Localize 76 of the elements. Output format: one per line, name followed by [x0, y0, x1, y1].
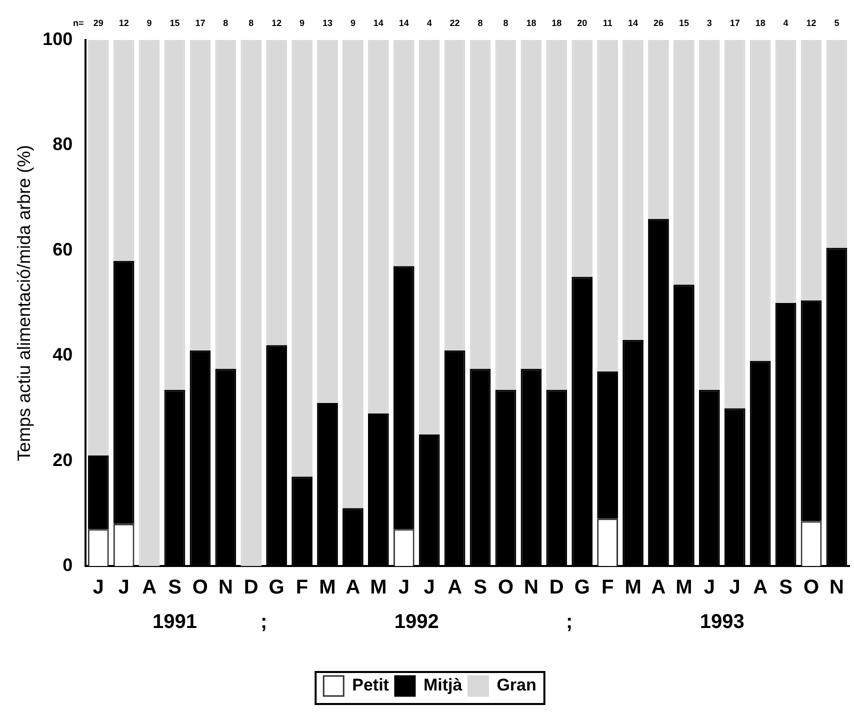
text: 12	[118, 18, 129, 28]
text: 1991	[152, 611, 197, 633]
text: 8	[478, 18, 483, 28]
x-tick-label: G	[574, 576, 590, 599]
text: 15	[170, 18, 180, 28]
text: 20	[577, 18, 588, 28]
text: 29	[93, 18, 104, 28]
y-tick-label: 100	[42, 28, 73, 49]
x-tick-label: O	[498, 576, 514, 599]
x-tick-label: F	[296, 576, 308, 599]
text: 18	[552, 18, 562, 28]
text: 8	[223, 18, 228, 28]
text: 1993	[700, 611, 744, 633]
text: 8	[503, 18, 508, 28]
x-tick-label: A	[448, 576, 462, 599]
text: 17	[195, 18, 206, 28]
text: 18	[526, 18, 536, 28]
x-tick-label: N	[829, 576, 844, 599]
x-tick-label: N	[218, 576, 233, 599]
y-tick-label: 0	[62, 554, 73, 575]
x-tick-label: J	[398, 576, 410, 599]
text: 14	[373, 18, 384, 28]
x-tick-label: A	[346, 576, 360, 599]
x-tick-label: J	[424, 576, 435, 599]
text: 14	[628, 18, 638, 28]
legend-label: Mitjà	[423, 676, 463, 695]
text: 14	[398, 18, 409, 28]
x-tick-label: D	[549, 576, 564, 599]
text: 17	[730, 18, 740, 28]
text: n=	[72, 18, 84, 28]
legend-label: Petit	[352, 676, 390, 695]
x-tick-label: O	[803, 576, 820, 599]
x-tick-label: M	[624, 576, 642, 599]
text: 5	[834, 18, 840, 28]
text: 11	[602, 18, 612, 28]
x-tick-label: F	[601, 576, 614, 599]
text: 9	[146, 18, 152, 28]
text: 12	[272, 18, 282, 28]
x-tick-label: J	[92, 576, 104, 599]
text: ;	[566, 611, 573, 633]
text: 9	[300, 18, 305, 28]
x-tick-label: N	[524, 576, 538, 599]
x-tick-label: S	[779, 576, 792, 599]
y-tick-label: 20	[52, 450, 73, 470]
text: 22	[450, 18, 460, 28]
y-tick-label: 60	[52, 239, 73, 260]
x-tick-label: M	[370, 576, 387, 599]
text: 15	[678, 18, 689, 28]
y-tick-label: 40	[52, 344, 73, 365]
text: 18	[755, 18, 766, 28]
x-tick-label: G	[268, 576, 284, 599]
x-tick-label: M	[319, 576, 336, 599]
x-tick-label: A	[651, 576, 666, 599]
x-tick-label: M	[676, 576, 692, 599]
text: 26	[653, 18, 664, 28]
y-tick-label: 80	[52, 134, 73, 154]
y-axis-title: Temps actiu alimentació/mida arbre (%)	[14, 144, 34, 462]
text: 1992	[394, 611, 439, 633]
text: 9	[350, 18, 356, 28]
x-tick-label: A	[753, 576, 768, 599]
x-tick-label: J	[729, 576, 740, 599]
legend-label: Gran	[496, 676, 536, 695]
x-tick-label: D	[244, 576, 258, 599]
text: 4	[426, 18, 432, 28]
text: 8	[248, 18, 254, 28]
text: 13	[322, 18, 333, 28]
text: 3	[706, 18, 712, 28]
x-tick-label: A	[142, 576, 157, 599]
x-tick-label: J	[118, 576, 130, 599]
text: ;	[260, 611, 268, 633]
text: 4	[783, 18, 788, 28]
x-tick-label: O	[192, 576, 208, 599]
x-tick-label: J	[704, 576, 715, 599]
x-tick-label: S	[474, 576, 487, 599]
x-tick-label: S	[168, 576, 182, 599]
text: 12	[806, 18, 816, 28]
